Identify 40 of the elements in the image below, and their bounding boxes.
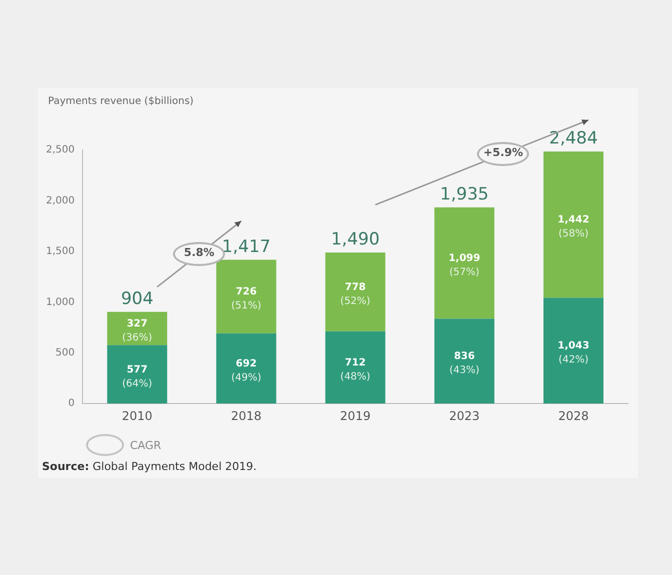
- bar: [434, 207, 494, 319]
- bar: [107, 345, 168, 404]
- data-label: 577 (64%): [122, 364, 152, 390]
- data-label: 1,099 (57%): [448, 253, 480, 278]
- data-label: 712 (48%): [340, 357, 370, 382]
- annotation: 5.8%: [184, 246, 214, 259]
- total-label: 1,935: [440, 184, 489, 204]
- data-label: 327 (36%): [122, 318, 152, 344]
- data-label: 1,043 (42%): [558, 340, 590, 366]
- y-axis-title: Payments revenue ($billions): [48, 96, 194, 107]
- bar: [216, 260, 276, 334]
- annotation: +5.9%: [482, 146, 524, 159]
- total-label: 904: [120, 288, 154, 309]
- y-tick-label: 2,500: [46, 144, 75, 156]
- x-tick-label: 2019: [340, 408, 371, 423]
- bar: [325, 252, 386, 332]
- bar: [325, 331, 386, 404]
- x-tick-label: 2023: [449, 408, 480, 423]
- x-tick-label: 2018: [230, 408, 262, 423]
- data-label: 1,442 (58%): [558, 214, 590, 240]
- text: CAGR: [130, 438, 162, 452]
- total-label: 1,417: [222, 236, 271, 257]
- bar: [543, 298, 604, 404]
- data-label: 778 (52%): [340, 282, 370, 307]
- bar: [434, 318, 494, 404]
- y-tick-label: 1,000: [46, 296, 75, 308]
- total-label: 2,484: [549, 128, 598, 149]
- y-tick-label: 2,000: [46, 195, 75, 206]
- data-label: 836 (43%): [449, 351, 480, 376]
- y-tick-label: 1,500: [46, 246, 75, 258]
- bar: [543, 152, 604, 298]
- y-tick-label: 500: [56, 347, 75, 358]
- total-label: 1,490: [330, 229, 380, 250]
- source-note: Source: Global Payments Model 2019.: [42, 460, 257, 473]
- x-tick-label: 2010: [122, 408, 152, 423]
- x-tick-label: 2028: [558, 408, 589, 423]
- data-label: 692 (49%): [231, 358, 262, 384]
- bar: [216, 333, 276, 404]
- y-tick-label: 0: [68, 398, 75, 410]
- data-label: 726 (51%): [231, 286, 262, 312]
